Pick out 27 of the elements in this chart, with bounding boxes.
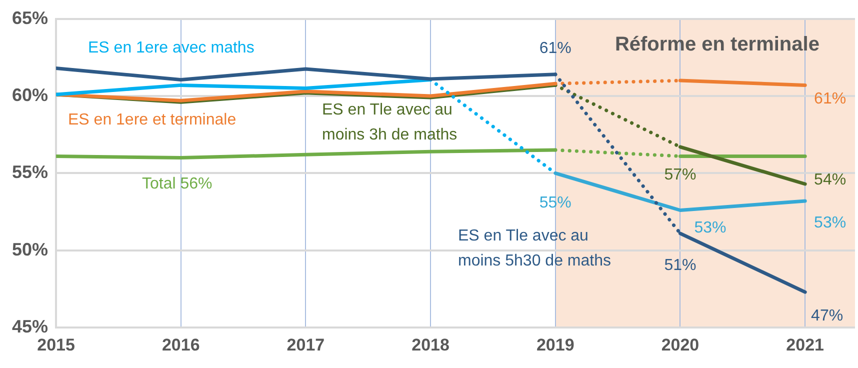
y-tick-label: 55% — [12, 162, 48, 182]
series-label: ES en 1ere et terminale — [68, 111, 236, 128]
x-tick-label: 2016 — [162, 335, 200, 354]
x-tick-label: 2017 — [286, 335, 325, 354]
x-tick-label: 2015 — [37, 335, 75, 354]
data-label: 51% — [664, 256, 696, 274]
y-tick-label: 65% — [12, 8, 48, 28]
y-tick-label: 50% — [12, 239, 48, 260]
data-label: 54% — [814, 171, 846, 188]
data-label: 61% — [814, 90, 846, 108]
band-label: Réforme en terminale — [614, 33, 820, 56]
data-label: 61% — [539, 40, 572, 57]
x-tick-label: 2018 — [412, 335, 450, 354]
x-tick-label: 2021 — [786, 335, 824, 354]
series-label: ES en Tle avec au moins 3h de maths — [322, 101, 458, 144]
data-label: 57% — [664, 166, 696, 184]
series-label: ES en 1ere avec maths — [88, 39, 254, 56]
series-label: Total 56% — [142, 175, 212, 192]
text: ES en Tle avec au moins 5h30 de maths — [458, 227, 611, 270]
y-tick-label: 60% — [12, 84, 48, 105]
x-tick-label: 2020 — [661, 335, 700, 354]
data-label: 53% — [814, 214, 846, 232]
x-tick-label: 2019 — [536, 335, 574, 354]
y-tick-label: 45% — [12, 316, 48, 337]
data-label: 55% — [539, 194, 572, 212]
data-label: 53% — [694, 220, 726, 237]
data-label: 47% — [811, 307, 844, 324]
